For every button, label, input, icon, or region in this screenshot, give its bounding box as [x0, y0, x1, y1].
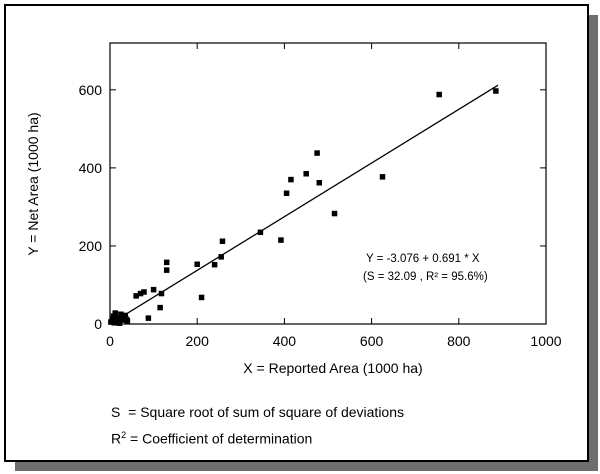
data-point	[115, 315, 122, 321]
note-r2-text: = Coefficient of determination	[126, 430, 313, 447]
data-point	[141, 289, 147, 295]
note-r2-definition: R2 = Coefficient of determination	[111, 430, 312, 447]
x-tick-label: 400	[273, 333, 297, 349]
data-point	[150, 286, 157, 293]
data-point	[288, 176, 294, 183]
data-points	[108, 88, 499, 326]
data-point	[211, 261, 218, 268]
data-point	[116, 320, 123, 326]
data-point	[137, 290, 144, 297]
data-point	[157, 304, 163, 311]
x-tick-label: 1000	[530, 333, 561, 349]
y-tick-label: 400	[79, 160, 103, 176]
figure-frame	[4, 4, 589, 462]
data-point	[163, 259, 170, 266]
data-point	[124, 318, 131, 324]
data-point	[283, 190, 290, 197]
x-tick-label: 200	[186, 333, 210, 349]
data-point	[257, 229, 264, 236]
data-point	[219, 238, 226, 245]
x-tick-label: 800	[447, 333, 471, 349]
data-point	[493, 88, 499, 94]
data-point	[303, 170, 309, 177]
data-point	[316, 179, 323, 186]
regression-stats: (S = 32.09 , R² = 95.6%)	[363, 271, 488, 283]
plot-area	[109, 42, 547, 325]
data-point	[198, 294, 205, 301]
regression-line	[109, 84, 499, 325]
data-point	[112, 310, 118, 316]
data-point	[163, 267, 170, 273]
data-point	[122, 312, 129, 319]
regression-equation: Y = -3.076 + 0.691 * X	[366, 253, 480, 265]
y-axis-tick-labels: 0 200 400 600	[79, 82, 103, 332]
note-s-text: = Square root of sum of square of deviat…	[120, 404, 405, 420]
note-s-symbol: S	[111, 404, 121, 420]
note-r2-symbol: R	[111, 430, 122, 447]
data-point	[110, 313, 117, 319]
note-s-definition: S = Square root of sum of square of devi…	[111, 404, 404, 420]
y-axis-title: Y = Net Area (1000 ha)	[25, 112, 41, 255]
data-point	[436, 91, 442, 98]
data-point	[145, 315, 152, 321]
data-point	[133, 293, 139, 299]
x-axis-title: X = Reported Area (1000 ha)	[243, 360, 422, 376]
data-point	[379, 174, 386, 180]
x-axis-tick-labels: 0 200 400 600 800 1000	[106, 333, 562, 349]
y-tick-label: 600	[79, 82, 103, 98]
y-tick-label: 0	[94, 316, 102, 332]
note-r2-superscript: 2	[121, 430, 127, 440]
x-tick-label: 600	[360, 333, 384, 349]
x-tick-label: 0	[106, 333, 114, 349]
data-point	[278, 237, 284, 243]
data-point	[119, 317, 125, 323]
data-point	[158, 290, 165, 297]
y-tick-label: 200	[79, 238, 103, 254]
data-point	[314, 150, 320, 156]
data-point	[331, 210, 338, 217]
data-point	[218, 254, 224, 260]
data-point	[109, 316, 115, 323]
data-point	[194, 261, 200, 268]
